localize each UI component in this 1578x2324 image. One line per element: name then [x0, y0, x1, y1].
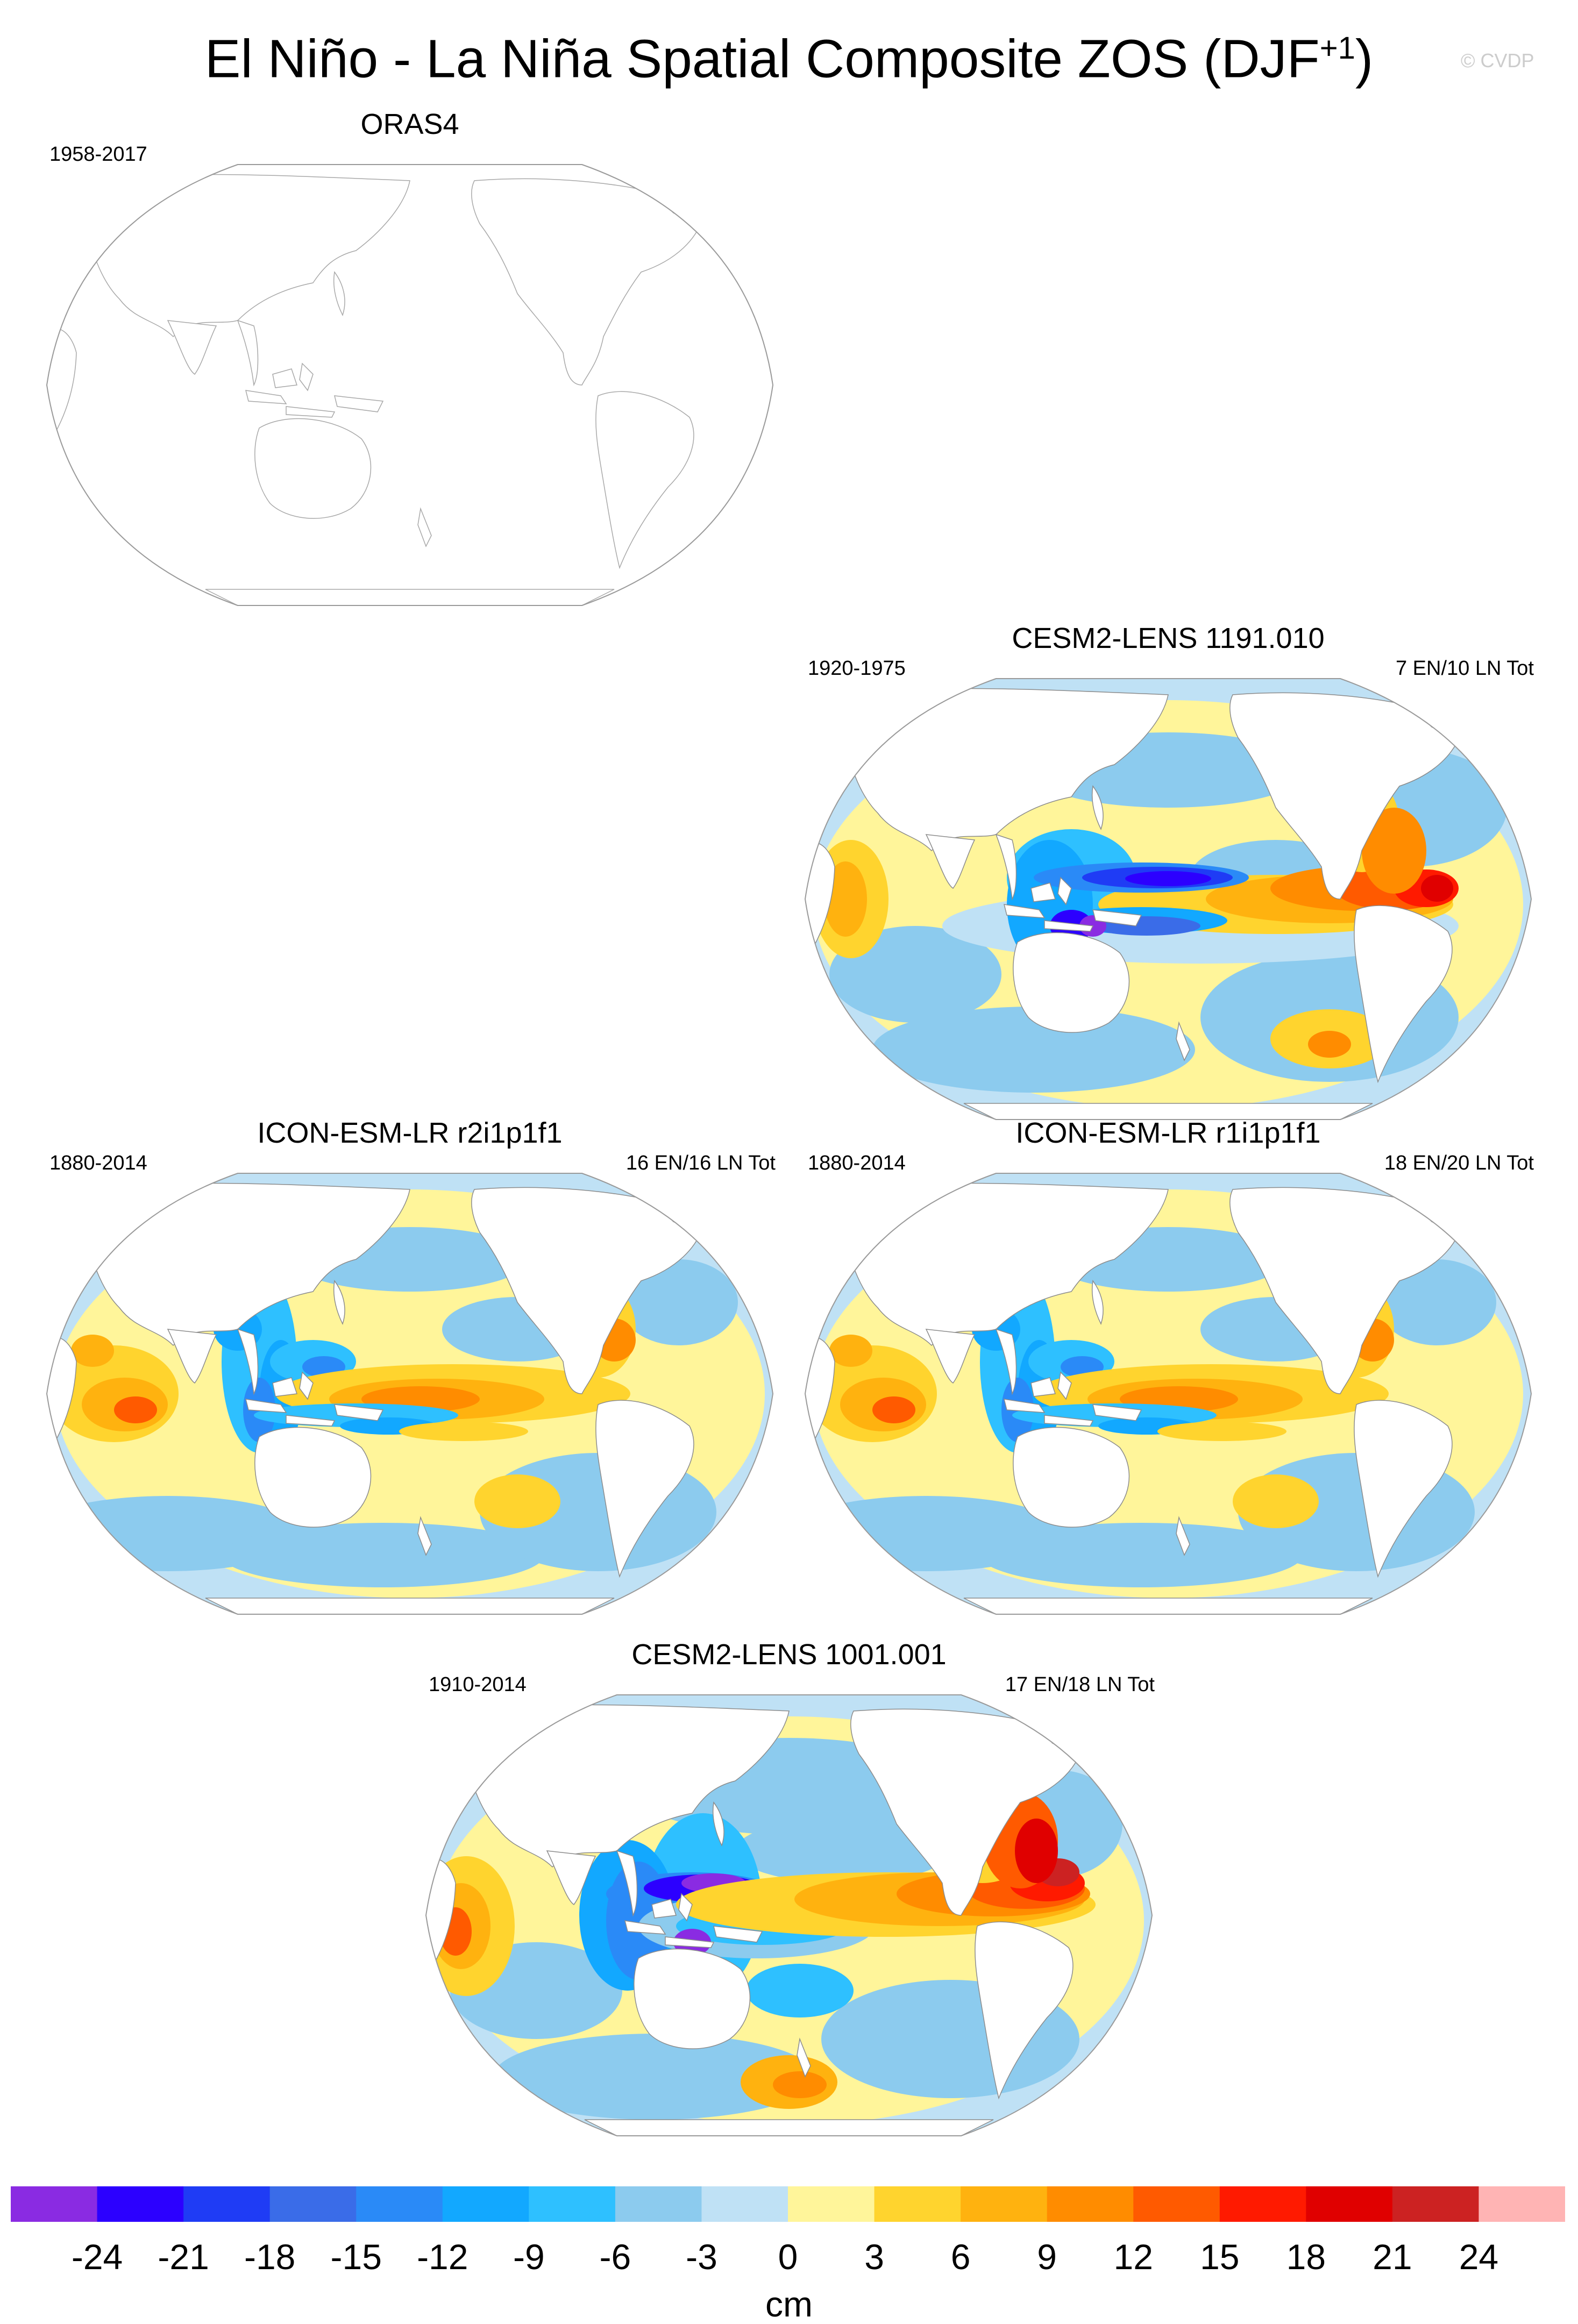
colorbar-box — [701, 2186, 788, 2222]
panel-title: ORAS4 — [360, 108, 459, 140]
colorbar-tick-label: 18 — [1286, 2237, 1326, 2277]
figure-title: El Niño - La Niña Spatial Composite ZOS … — [204, 28, 1374, 89]
panel-cesm2-1001: CESM2-LENS 1001.001 1910-2014 17 EN/18 L… — [413, 1636, 1165, 2141]
colorbar-tick-label: -15 — [331, 2237, 382, 2277]
colorbar-tick-label: -3 — [686, 2237, 717, 2277]
panel-period: 1910-2014 — [429, 1673, 527, 1696]
map-cesm2-1191 — [804, 678, 1532, 1120]
panel-period: 1880-2014 — [808, 1152, 906, 1174]
colorbar-box — [1306, 2186, 1393, 2222]
colorbar-box — [874, 2186, 961, 2222]
colorbar-box — [529, 2186, 616, 2222]
panel-oras4: ORAS4 1958-2017 — [33, 105, 786, 611]
colorbar-box — [1219, 2186, 1306, 2222]
colorbar-tick-label: -12 — [417, 2237, 468, 2277]
colorbar-box — [1479, 2186, 1565, 2222]
colorbar-tick-label: 3 — [864, 2237, 884, 2277]
panel-count: 17 EN/18 LN Tot — [1005, 1673, 1155, 1696]
colorbar-tick-label: 21 — [1373, 2237, 1412, 2277]
colorbar-tick-label: 0 — [778, 2237, 798, 2277]
colorbar-box — [269, 2186, 357, 2222]
panel-count: 7 EN/10 LN Tot — [1395, 657, 1534, 680]
colorbar — [11, 2186, 1565, 2222]
colorbar-box — [615, 2186, 702, 2222]
colorbar-box — [356, 2186, 443, 2222]
colorbar-box — [1047, 2186, 1134, 2222]
colorbar-tick-label: 12 — [1114, 2237, 1153, 2277]
colorbar-tick-label: 15 — [1200, 2237, 1239, 2277]
panel-period: 1880-2014 — [49, 1152, 147, 1174]
colorbar-box — [1392, 2186, 1479, 2222]
colorbar-box — [788, 2186, 875, 2222]
colorbar-tick-label: -18 — [244, 2237, 295, 2277]
colorbar-tick-label: 9 — [1037, 2237, 1057, 2277]
credit-label: © CVDP — [1461, 49, 1534, 72]
panel-icon-r2: ICON-ESM-LR r2i1p1f1 1880-2014 16 EN/16 … — [33, 1114, 786, 1620]
panel-title: CESM2-LENS 1001.001 — [631, 1638, 947, 1671]
colorbar-tick-label: 6 — [951, 2237, 971, 2277]
colorbar-box — [97, 2186, 184, 2222]
colorbar-box — [1133, 2186, 1220, 2222]
map-icon-r1 — [804, 1173, 1532, 1615]
colorbar-box — [961, 2186, 1048, 2222]
panel-period: 1958-2017 — [49, 143, 147, 166]
colorbar-box — [442, 2186, 529, 2222]
colorbar-tick-label: -24 — [72, 2237, 123, 2277]
map-cesm2-1001 — [425, 1694, 1153, 2136]
panel-count: 16 EN/16 LN Tot — [625, 1152, 776, 1174]
colorbar-units: cm — [765, 2284, 813, 2324]
colorbar-ticks: -24 -21 -18 -15 -12 -9 -6 -3 0 3 6 9 12 15 18 21 24 — [72, 2237, 1498, 2277]
colorbar-tick-label: -21 — [158, 2237, 209, 2277]
panel-icon-r1: ICON-ESM-LR r1i1p1f1 1880-2014 18 EN/20 … — [792, 1114, 1545, 1620]
panel-title: ICON-ESM-LR r2i1p1f1 — [257, 1117, 563, 1149]
colorbar-tick-label: -6 — [600, 2237, 631, 2277]
panel-count: 18 EN/20 LN Tot — [1384, 1152, 1534, 1174]
colorbar-tick-label: -9 — [513, 2237, 545, 2277]
colorbar-tick-label: 24 — [1459, 2237, 1498, 2277]
panel-cesm2-1191: CESM2-LENS 1191.010 1920-1975 7 EN/10 LN… — [792, 619, 1545, 1125]
colorbar-box — [183, 2186, 271, 2222]
panel-period: 1920-1975 — [808, 657, 906, 680]
panel-title: ICON-ESM-LR r1i1p1f1 — [1015, 1117, 1321, 1149]
map-oras4 — [46, 164, 774, 606]
map-icon-r2 — [46, 1173, 774, 1615]
colorbar-box — [11, 2186, 98, 2222]
panel-title: CESM2-LENS 1191.010 — [1012, 622, 1325, 654]
